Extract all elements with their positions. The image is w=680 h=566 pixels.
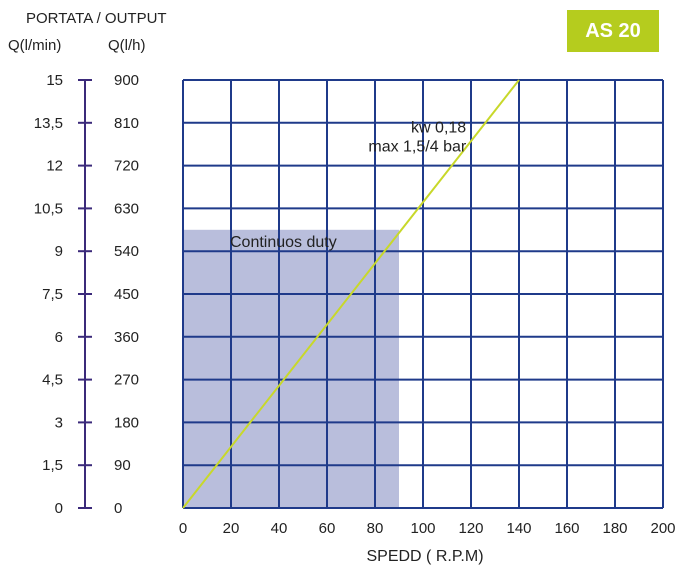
- y-axis-layer: [78, 79, 92, 509]
- model-badge: AS 20: [567, 10, 659, 52]
- y-tick-label-lph: 450: [114, 286, 139, 303]
- y-tick-label-lmin: 7,5: [42, 286, 63, 303]
- x-axis-label: SPEDD ( R.P.M): [366, 548, 483, 565]
- y-tick-label-lmin: 0: [55, 500, 63, 517]
- label-layer: 0 0 1,5 90 3 180 4,5 270 6 360 7,5 450 9 540 10,5 630 12…: [34, 72, 676, 565]
- unit-label-lph: Q(l/h): [108, 37, 146, 54]
- y-tick-label-lmin: 12: [46, 158, 63, 175]
- series-line: [182, 79, 520, 509]
- x-tick-label: 160: [554, 520, 579, 537]
- unit-label-lmin: Q(l/min): [8, 37, 62, 54]
- x-tick-label: 80: [367, 520, 384, 537]
- annotation-2: Continuos duty: [230, 234, 337, 251]
- annotation-1: max 1,5/4 bar: [368, 138, 467, 155]
- y-tick-label-lph: 180: [114, 414, 139, 431]
- y-tick-label-lph: 810: [114, 115, 139, 132]
- y-tick-label-lph: 540: [114, 243, 139, 260]
- x-tick-label: 180: [602, 520, 627, 537]
- y-tick-label-lmin: 15: [46, 72, 63, 89]
- y-tick-label-lmin: 13,5: [34, 115, 63, 132]
- chart-header-title: PORTATA / OUTPUT: [26, 10, 167, 27]
- y-tick-label-lmin: 4,5: [42, 372, 63, 389]
- y-tick-label-lph: 630: [114, 200, 139, 217]
- x-tick-label: 20: [223, 520, 240, 537]
- y-tick-label-lph: 900: [114, 72, 139, 89]
- y-tick-label-lph: 270: [114, 372, 139, 389]
- y-tick-label-lmin: 9: [55, 243, 63, 260]
- y-tick-label-lph: 720: [114, 158, 139, 175]
- x-tick-label: 40: [271, 520, 288, 537]
- y-tick-label-lph: 0: [114, 500, 122, 517]
- annotation-0: kw 0,18: [411, 119, 466, 136]
- x-tick-label: 120: [458, 520, 483, 537]
- x-tick-label: 140: [506, 520, 531, 537]
- series-layer: [182, 79, 520, 509]
- y-tick-label-lmin: 3: [55, 414, 63, 431]
- y-tick-label-lmin: 1,5: [42, 457, 63, 474]
- x-tick-label: 60: [319, 520, 336, 537]
- x-tick-label: 0: [179, 520, 187, 537]
- x-tick-label: 100: [410, 520, 435, 537]
- grid-layer: [182, 79, 664, 509]
- y-tick-label-lmin: 10,5: [34, 200, 63, 217]
- x-tick-label: 200: [650, 520, 675, 537]
- y-tick-label-lph: 360: [114, 329, 139, 346]
- y-tick-label-lph: 90: [114, 457, 131, 474]
- y-tick-label-lmin: 6: [55, 329, 63, 346]
